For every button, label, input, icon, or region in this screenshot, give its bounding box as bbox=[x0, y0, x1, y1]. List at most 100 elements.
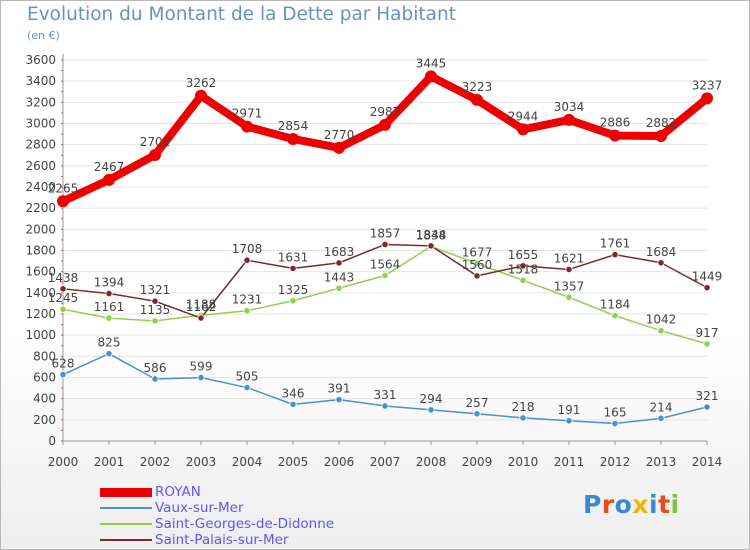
y-tick-label: 2600 bbox=[25, 159, 56, 173]
data-point bbox=[197, 374, 205, 382]
data-label: 1857 bbox=[370, 226, 401, 240]
data-label: 1449 bbox=[692, 270, 723, 284]
data-point bbox=[105, 289, 113, 298]
y-tick-label: 600 bbox=[33, 371, 56, 385]
data-point bbox=[519, 414, 527, 422]
x-tick-label: 2012 bbox=[600, 455, 631, 469]
data-label: 165 bbox=[604, 406, 627, 420]
y-tick-label: 3000 bbox=[25, 117, 56, 131]
data-label: 3237 bbox=[692, 78, 723, 92]
data-point bbox=[243, 307, 251, 315]
data-point bbox=[379, 118, 391, 131]
data-label: 1708 bbox=[232, 242, 263, 256]
data-point bbox=[335, 259, 343, 267]
data-point bbox=[611, 312, 619, 320]
data-point bbox=[241, 120, 253, 133]
x-tick-label: 2011 bbox=[554, 455, 585, 469]
data-point bbox=[151, 317, 159, 325]
data-point bbox=[289, 297, 297, 305]
data-label: 3262 bbox=[186, 76, 217, 90]
legend-label: Vaux-sur-Mer bbox=[155, 500, 244, 516]
data-label: 2971 bbox=[232, 107, 263, 121]
data-point bbox=[517, 123, 529, 136]
data-point bbox=[243, 256, 251, 264]
legend-label: Saint-Palais-sur-Mer bbox=[155, 532, 289, 548]
data-point bbox=[425, 70, 437, 83]
x-tick-label: 2014 bbox=[692, 455, 723, 469]
data-point bbox=[59, 370, 67, 379]
logo-letter: o bbox=[614, 490, 633, 519]
data-point bbox=[335, 284, 343, 292]
x-tick-label: 2006 bbox=[324, 455, 355, 469]
y-tick-label: 1800 bbox=[25, 244, 56, 258]
legend-label: Saint-Georges-de-Didonne bbox=[155, 516, 335, 532]
data-point bbox=[565, 265, 573, 274]
x-tick-label: 2003 bbox=[186, 455, 217, 469]
proxiti-logo: Proxiti bbox=[583, 490, 680, 519]
data-label: 331 bbox=[374, 388, 397, 402]
data-label: 2882 bbox=[646, 116, 677, 130]
data-label: 2944 bbox=[508, 109, 539, 123]
data-point bbox=[427, 406, 435, 414]
chart-unit: (en €) bbox=[27, 29, 60, 42]
data-label: 1443 bbox=[324, 270, 355, 284]
data-label: 1518 bbox=[508, 262, 539, 276]
data-point bbox=[703, 340, 711, 348]
y-tick-label: 200 bbox=[33, 413, 56, 427]
data-label: 294 bbox=[420, 392, 443, 406]
logo-letter: t bbox=[658, 490, 671, 519]
y-tick-label: 2200 bbox=[25, 201, 56, 215]
data-label: 1357 bbox=[554, 279, 585, 293]
data-point bbox=[195, 89, 207, 102]
y-tick-label: 0 bbox=[48, 434, 56, 448]
data-label: 257 bbox=[466, 396, 489, 410]
data-point bbox=[473, 410, 481, 418]
logo-letter: r bbox=[601, 490, 615, 519]
data-point bbox=[335, 396, 343, 404]
legend-swatch bbox=[100, 539, 152, 541]
data-label: 586 bbox=[144, 361, 167, 375]
data-label: 2987 bbox=[370, 105, 401, 119]
data-label: 1042 bbox=[646, 313, 677, 327]
data-point bbox=[655, 129, 667, 142]
data-label: 1838 bbox=[416, 228, 447, 242]
y-tick-label: 400 bbox=[33, 392, 56, 406]
x-tick-label: 2008 bbox=[416, 455, 447, 469]
data-label: 1631 bbox=[278, 250, 309, 264]
data-label: 1684 bbox=[646, 245, 677, 259]
data-labels: 2265 2467 2702 3262 2971 2854 2770 2987 3445 3223… bbox=[48, 56, 723, 419]
data-label: 1325 bbox=[278, 283, 309, 297]
y-tick-label: 1600 bbox=[25, 265, 56, 279]
logo-letter: i bbox=[670, 490, 680, 519]
data-point bbox=[519, 276, 527, 284]
data-label: 2854 bbox=[278, 119, 309, 133]
legend-label: ROYAN bbox=[155, 484, 201, 500]
data-point bbox=[473, 272, 481, 280]
x-tick-label: 2010 bbox=[508, 455, 539, 469]
data-label: 3445 bbox=[416, 56, 447, 70]
legend-swatch bbox=[100, 487, 152, 497]
data-point bbox=[427, 242, 435, 250]
data-label: 1161 bbox=[94, 300, 125, 314]
data-label: 1655 bbox=[508, 248, 539, 262]
series-lines bbox=[57, 70, 713, 428]
data-point bbox=[657, 327, 665, 335]
data-point bbox=[57, 195, 69, 208]
logo-letter: P bbox=[583, 490, 602, 519]
y-tick-labels: 0 200 400 600 800 1000 1200 1400 1600 1800 2000 220… bbox=[25, 53, 56, 448]
x-tick-label: 2005 bbox=[278, 455, 309, 469]
data-point bbox=[59, 305, 67, 313]
x-tick-label: 2004 bbox=[232, 455, 263, 469]
data-label: 628 bbox=[52, 357, 75, 371]
y-tick-label: 1400 bbox=[25, 286, 56, 300]
grid-lines bbox=[63, 59, 707, 442]
data-label: 1321 bbox=[140, 283, 171, 297]
legend-swatch bbox=[100, 523, 152, 525]
y-tick-label: 1200 bbox=[25, 307, 56, 321]
data-label: 1231 bbox=[232, 293, 263, 307]
data-label: 2467 bbox=[94, 160, 125, 174]
line-chart: 0 200 400 600 800 1000 1200 1400 1600 1800 2000 220… bbox=[25, 53, 723, 469]
data-point bbox=[609, 129, 621, 142]
data-point bbox=[657, 414, 665, 422]
